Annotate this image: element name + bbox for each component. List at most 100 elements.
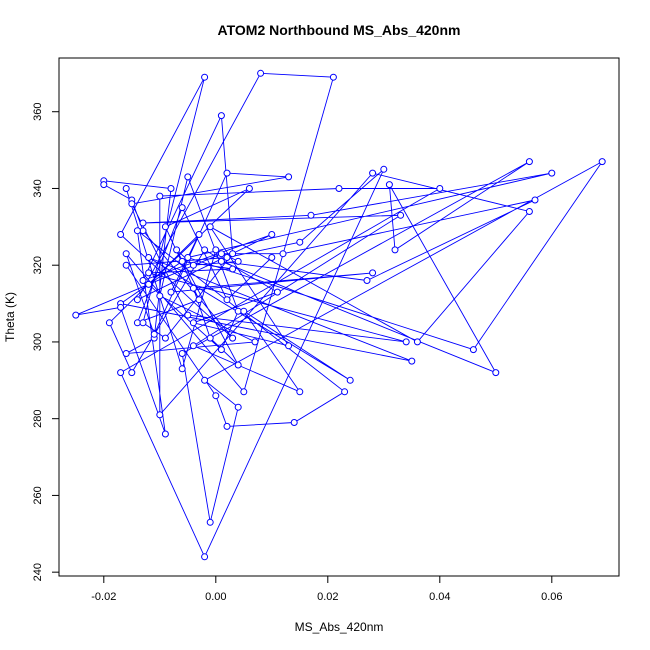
data-point xyxy=(380,165,388,173)
data-point xyxy=(307,211,315,219)
plot-area xyxy=(58,57,620,577)
data-point xyxy=(251,338,259,346)
data-point xyxy=(369,269,377,277)
y-tick-label: 260 xyxy=(32,486,44,504)
x-axis-label: MS_Abs_420nm xyxy=(295,620,384,634)
data-point xyxy=(139,277,147,284)
data-point xyxy=(469,346,477,354)
data-point xyxy=(436,185,444,192)
y-tick-label: 340 xyxy=(32,179,44,197)
data-point xyxy=(240,388,248,396)
data-point xyxy=(217,257,225,265)
data-point xyxy=(189,319,197,327)
data-point xyxy=(122,185,130,192)
data-point xyxy=(223,254,231,261)
data-point xyxy=(257,69,265,77)
data-point xyxy=(212,392,220,400)
data-point xyxy=(105,319,113,327)
data-point xyxy=(178,204,186,212)
data-point xyxy=(413,338,421,346)
data-point xyxy=(195,296,203,304)
data-point xyxy=(156,292,164,300)
series-polyline xyxy=(75,72,603,558)
x-tick-label: 0.02 xyxy=(317,591,338,603)
data-point xyxy=(167,288,175,296)
data-point xyxy=(341,388,349,396)
data-point xyxy=(161,223,169,231)
data-point xyxy=(100,181,108,189)
x-tick-label: 0.00 xyxy=(205,591,226,603)
data-point xyxy=(525,158,533,166)
chart-title: ATOM2 Northbound MS_Abs_420nm xyxy=(218,22,461,38)
y-tick-label: 360 xyxy=(32,103,44,121)
data-point xyxy=(391,246,399,254)
data-point xyxy=(184,254,192,261)
data-point xyxy=(212,246,220,254)
data-point xyxy=(273,288,281,296)
data-point xyxy=(189,261,197,269)
data-point xyxy=(296,238,304,246)
x-tick-label: 0.06 xyxy=(541,591,562,603)
data-point xyxy=(201,246,209,254)
data-point xyxy=(184,311,192,319)
data-point xyxy=(217,346,225,354)
data-point xyxy=(492,369,500,377)
data-point xyxy=(217,250,225,258)
data-point xyxy=(363,277,371,284)
data-point xyxy=(139,219,147,227)
y-tick-label: 320 xyxy=(32,256,44,274)
data-point xyxy=(385,181,393,189)
data-point xyxy=(531,196,539,204)
data-point xyxy=(598,158,606,166)
data-point xyxy=(268,254,276,261)
data-point xyxy=(72,311,80,319)
data-point xyxy=(346,376,354,384)
data-point xyxy=(161,334,169,342)
data-point xyxy=(201,376,209,384)
data-point xyxy=(279,250,287,258)
data-point xyxy=(128,200,136,208)
data-point xyxy=(234,257,242,265)
data-point xyxy=(145,269,153,277)
data-point xyxy=(268,231,276,238)
data-point xyxy=(178,365,186,373)
data-point xyxy=(156,411,164,419)
data-point xyxy=(285,173,293,181)
data-point xyxy=(128,369,136,377)
data-point xyxy=(229,250,237,258)
data-point xyxy=(133,227,141,235)
data-point xyxy=(402,338,410,346)
x-tick-label: 0.04 xyxy=(429,591,450,603)
data-point xyxy=(245,185,253,192)
data-point xyxy=(397,211,405,219)
data-point xyxy=(548,169,556,177)
data-point xyxy=(161,430,169,438)
data-point xyxy=(189,284,197,292)
data-point xyxy=(167,185,175,192)
data-point xyxy=(525,208,533,215)
data-point xyxy=(195,231,203,238)
data-point xyxy=(223,169,231,177)
y-tick-label: 300 xyxy=(32,333,44,351)
data-point xyxy=(229,265,237,273)
data-point xyxy=(408,357,416,365)
x-axis: -0.02 0.00 0.02 0.04 0.06 xyxy=(91,575,563,603)
data-point xyxy=(229,334,237,342)
data-point xyxy=(201,73,209,81)
data-point xyxy=(122,350,130,357)
data-point xyxy=(184,173,192,181)
data-point xyxy=(173,246,181,254)
data-point xyxy=(206,223,214,231)
y-axis-label: Theta (K) xyxy=(3,292,17,342)
series-points xyxy=(72,69,606,561)
data-point xyxy=(223,422,231,430)
data-point xyxy=(206,518,214,526)
data-point xyxy=(201,553,209,561)
data-point xyxy=(145,280,153,288)
data-point xyxy=(329,73,337,81)
data-point xyxy=(139,319,147,327)
data-point xyxy=(223,296,231,304)
data-point xyxy=(189,342,197,350)
data-point xyxy=(217,112,225,120)
